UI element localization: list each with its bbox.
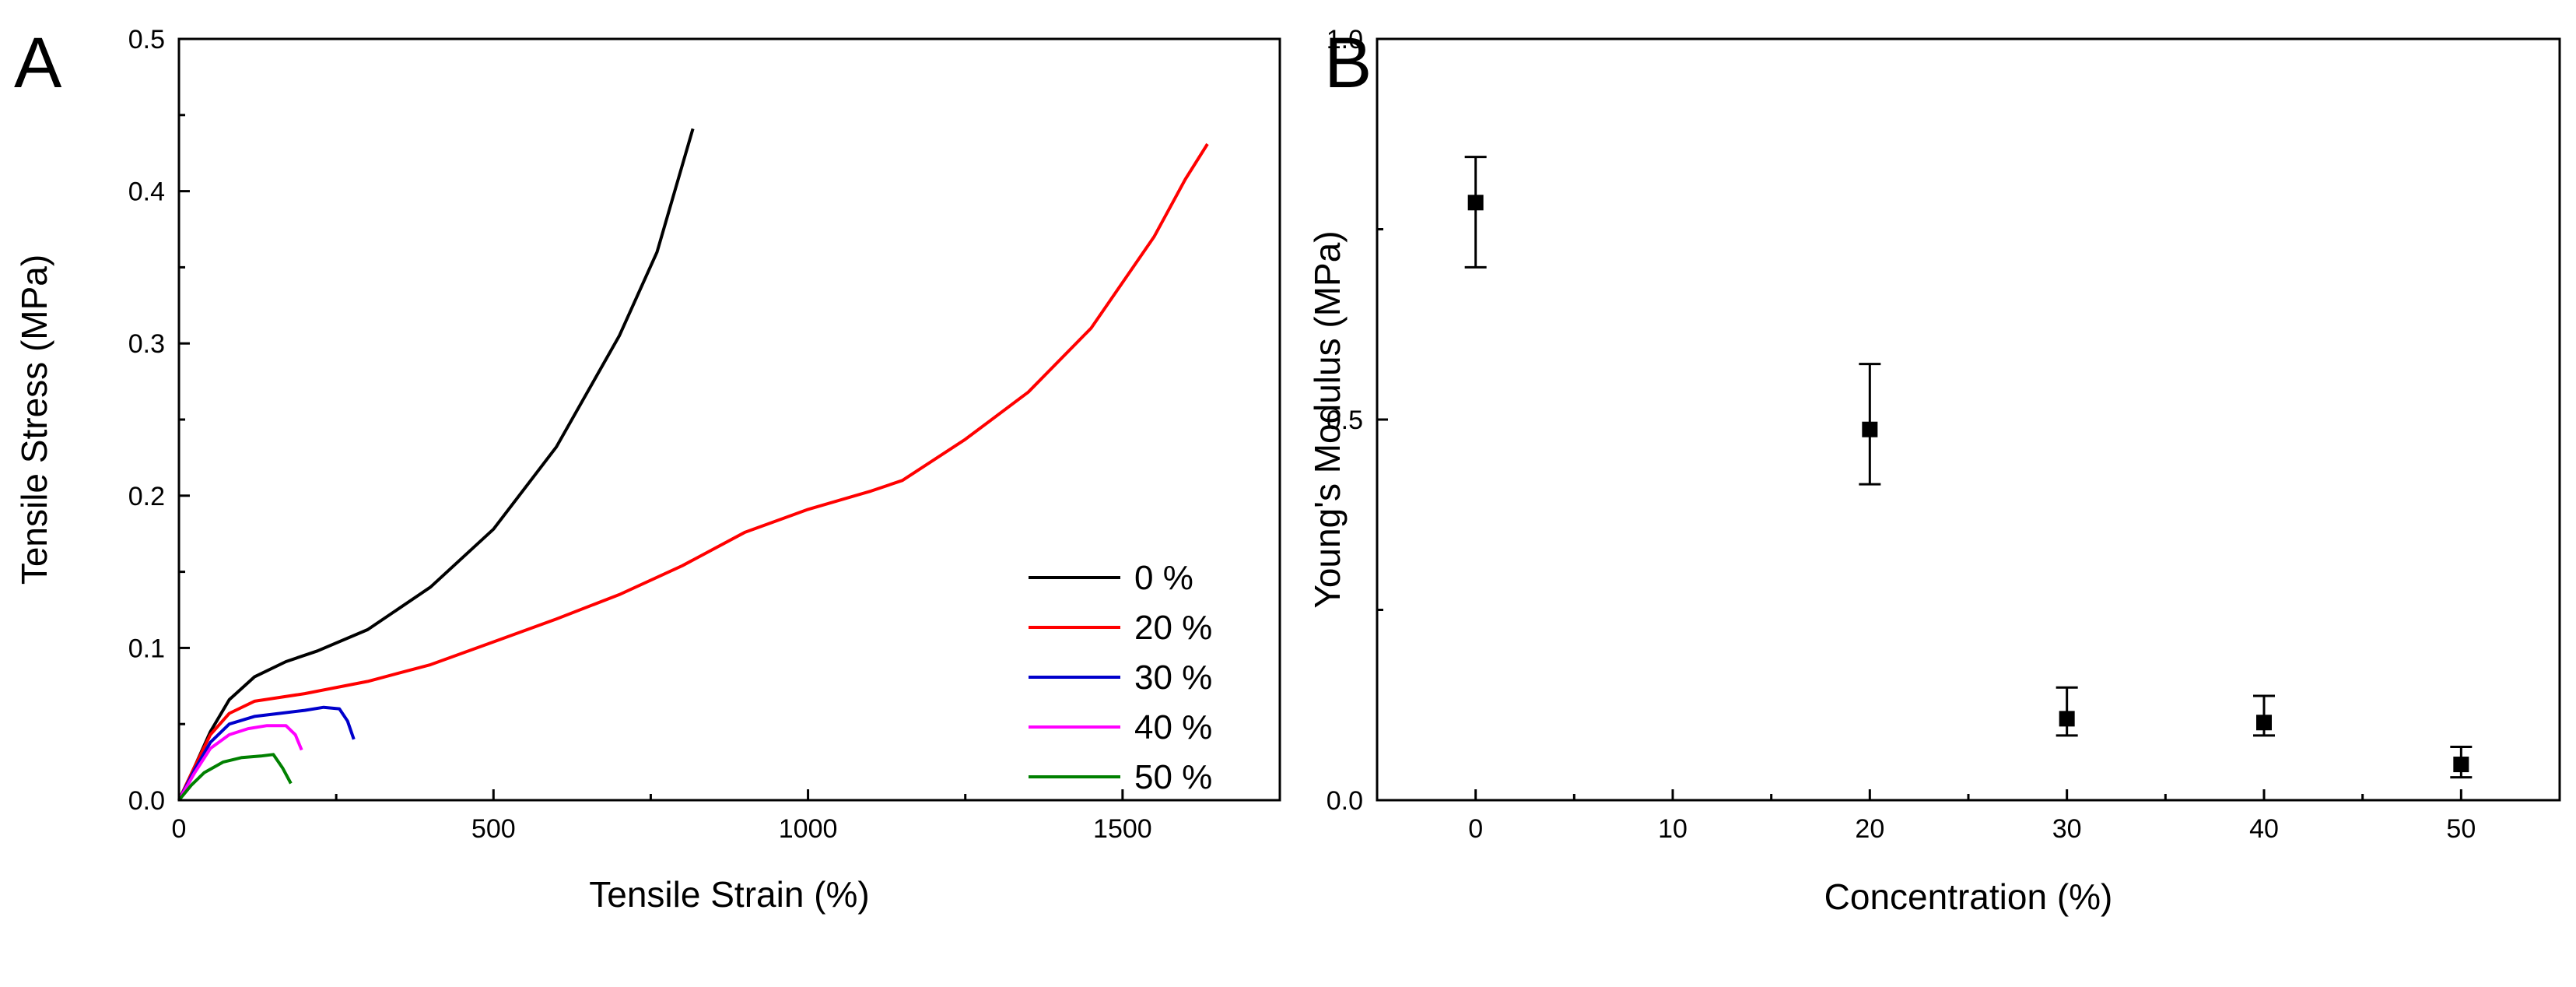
series-line-0pct	[177, 128, 695, 801]
panel-b-x-axis-label: Concentration (%)	[1824, 876, 2113, 917]
panel-a-x-axis-label: Tensile Strain (%)	[589, 874, 869, 915]
panel-b-y-tick-label: 0.0	[1327, 786, 1363, 816]
panel-a: A 0 500 1000 1500 0.0 0.1 0.2 0.3 0.4 0.5 0 % 20 %…	[14, 23, 1281, 915]
series-line-30pct	[177, 705, 356, 801]
data-point	[2059, 711, 2075, 727]
data-point	[2453, 757, 2469, 773]
panel-b-y-tick-label: 1.0	[1327, 25, 1363, 54]
panel-a-x-tick-label: 500	[471, 814, 516, 844]
panel-a-x-tick-label: 1500	[1093, 814, 1152, 844]
panel-b-x-tick-label: 10	[1658, 814, 1688, 844]
legend-label: 50 %	[1134, 758, 1212, 796]
panel-a-y-tick-label: 0.0	[128, 786, 165, 816]
panel-a-y-tick-label: 0.5	[128, 25, 165, 54]
panel-b-y-axis-label: Young's Modulus (MPa)	[1307, 230, 1348, 608]
panel-b-x-tick-label: 20	[1855, 814, 1884, 844]
panel-letter-b: B	[1324, 23, 1372, 103]
legend-label: 20 %	[1134, 609, 1212, 647]
panel-a-y-tick-label: 0.4	[128, 177, 165, 207]
data-point	[2256, 715, 2272, 731]
data-point	[1467, 195, 1484, 211]
legend-label: 30 %	[1134, 659, 1212, 697]
data-point	[1862, 421, 1878, 437]
panel-a-x-tick-label: 0	[172, 814, 187, 844]
series-line-20pct	[177, 142, 1209, 801]
panel-a-x-tick-label: 1000	[779, 814, 838, 844]
panel-letter-a: A	[14, 23, 62, 103]
panel-b-x-tick-label: 40	[2249, 814, 2279, 844]
legend-label: 0 %	[1134, 559, 1193, 597]
panel-b-frame	[1376, 37, 2561, 802]
legend-label: 40 %	[1134, 708, 1212, 746]
panel-b: B 0 10 20 30 40 50 0.0 0.5 1.0 Concentration (%)…	[1307, 23, 2561, 917]
series-line-50pct	[177, 753, 293, 802]
panel-a-series	[177, 128, 1209, 802]
panel-b-x-tick-label: 0	[1468, 814, 1483, 844]
series-line-40pct	[177, 724, 303, 801]
panel-a-y-tick-label: 0.1	[128, 634, 165, 663]
panel-a-legend: 0 % 20 % 30 % 40 % 50 %	[1029, 559, 1212, 796]
panel-b-x-tick-label: 50	[2446, 814, 2476, 844]
panel-b-y-tick-label: 0.5	[1327, 406, 1363, 435]
panel-a-y-tick-label: 0.3	[128, 329, 165, 359]
panel-b-x-tick-label: 30	[2052, 814, 2082, 844]
panel-b-points	[1464, 156, 2473, 779]
panel-a-y-tick-label: 0.2	[128, 482, 165, 511]
panel-a-y-axis-label: Tensile Stress (MPa)	[14, 255, 54, 585]
